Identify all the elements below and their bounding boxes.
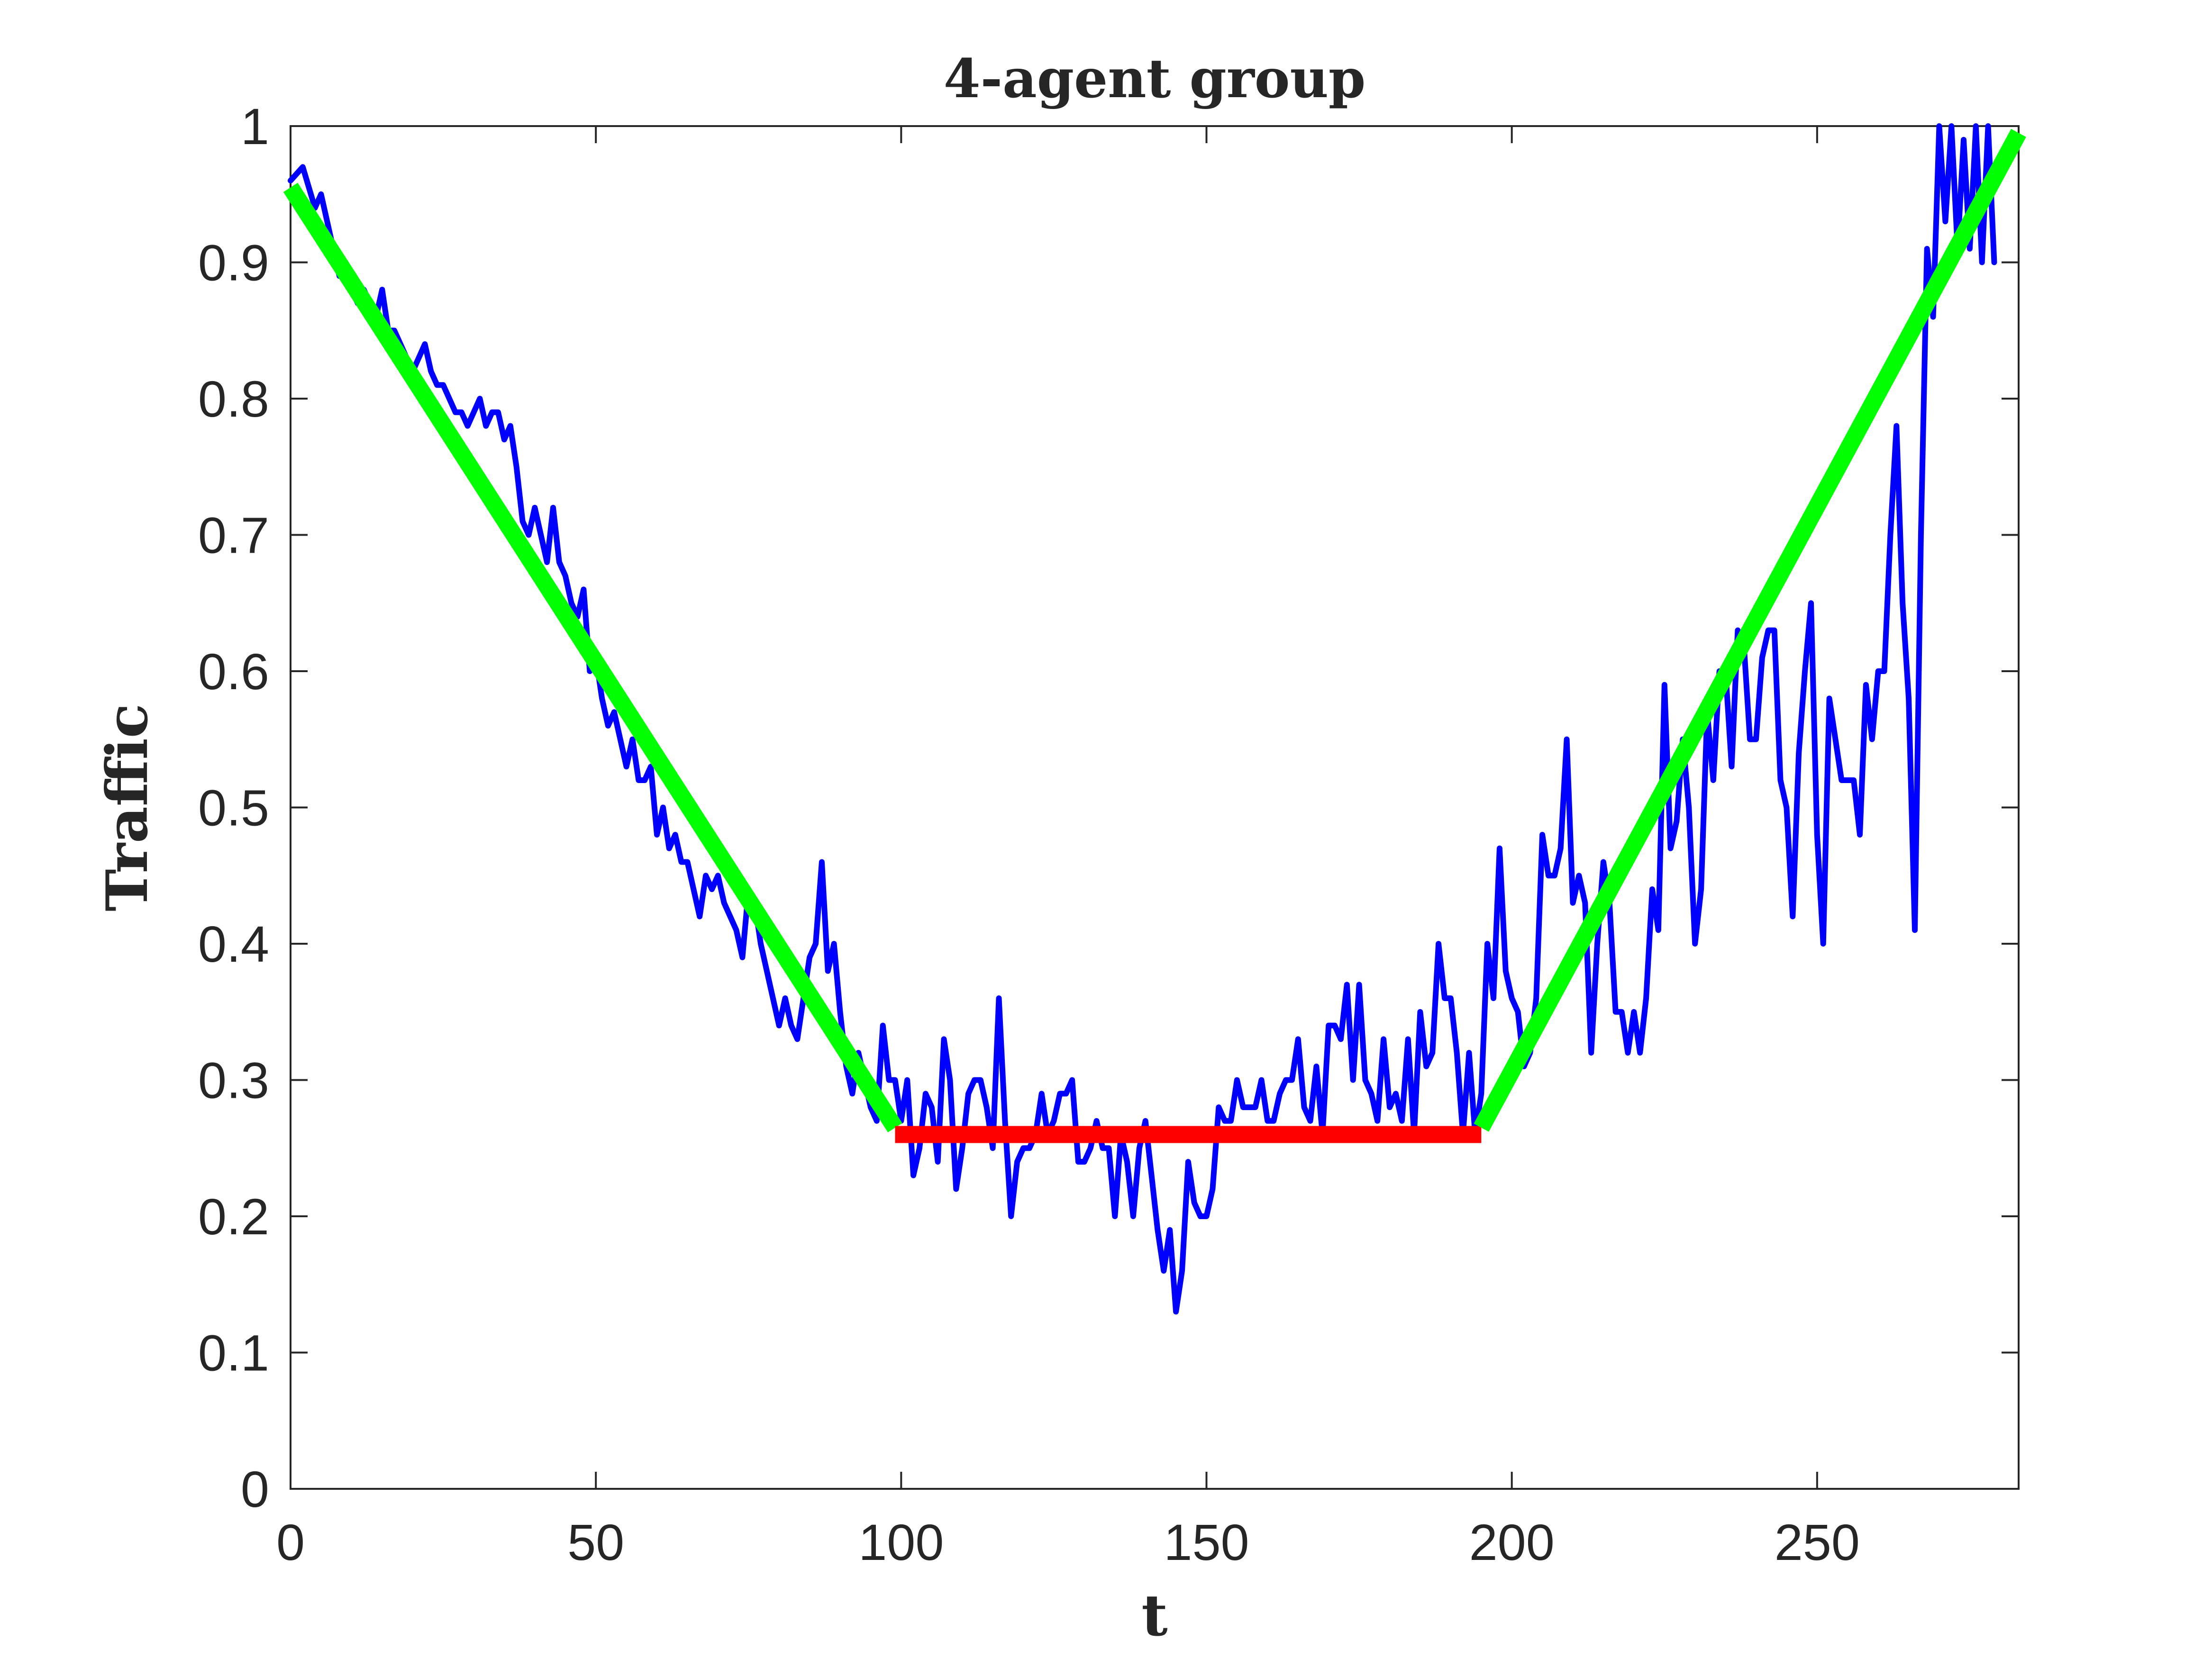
y-tick-label: 0.8 <box>198 370 269 428</box>
y-tick-label: 0.7 <box>198 507 269 564</box>
x-tick-label: 0 <box>276 1513 305 1571</box>
x-tick-label: 50 <box>567 1513 624 1571</box>
y-tick-label: 0.2 <box>198 1188 269 1245</box>
x-tick-label: 150 <box>1164 1513 1249 1571</box>
x-tick-label: 100 <box>858 1513 944 1571</box>
x-axis-label: t <box>1141 1582 1167 1649</box>
y-tick-label: 0.1 <box>198 1324 269 1382</box>
y-tick-label: 0.5 <box>198 779 269 837</box>
x-tick-label: 250 <box>1775 1513 1860 1571</box>
y-axis-ticks: 0 0.1 0.2 0.3 0.4 0.5 0.6 0.7 0.8 0.9 1 <box>198 98 2019 1518</box>
axes-box <box>290 125 2020 1490</box>
y-tick-label: 1 <box>241 98 269 155</box>
x-tick-label: 200 <box>1469 1513 1555 1571</box>
y-tick-label: 0.6 <box>198 643 269 700</box>
y-tick-label: 0.9 <box>198 234 269 292</box>
y-tick-label: 0.4 <box>198 915 269 973</box>
x-axis-ticks: 0 50 100 150 200 250 <box>276 126 1860 1571</box>
series-line-1 <box>288 123 1997 1315</box>
plot-area <box>290 125 2020 1490</box>
series-line-2 <box>283 182 902 1132</box>
y-tick-label: 0.3 <box>198 1052 269 1109</box>
y-tick-label: 0 <box>241 1460 269 1518</box>
chart-title: 4-agent group <box>944 48 1365 110</box>
series-layer <box>283 123 2026 1315</box>
y-axis-label: Traffic <box>94 703 161 912</box>
series-line-4 <box>1474 128 2026 1132</box>
